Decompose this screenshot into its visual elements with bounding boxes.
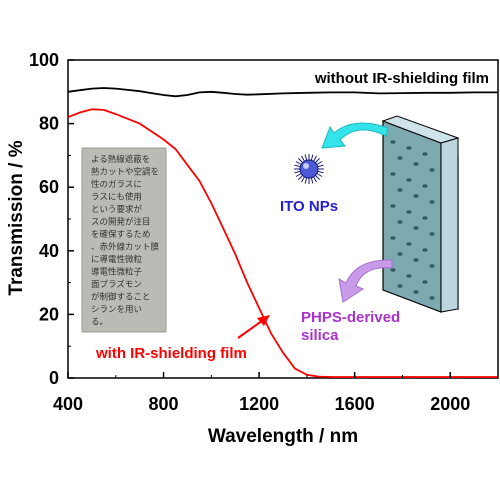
y-tick-label: 20	[39, 304, 59, 324]
ito-nanoparticle-icon	[294, 154, 324, 184]
annotation-with-film: with IR-shielding film	[95, 345, 247, 362]
photo-text-line: 性のガラスに	[91, 179, 142, 190]
violet-arrow-icon	[338, 259, 393, 303]
np-spike	[316, 161, 323, 165]
film-dot	[390, 236, 396, 240]
photo-text-line: 、赤外線カット膜	[91, 242, 160, 253]
x-axis-title: Wavelength / nm	[208, 426, 358, 447]
film-side-edge	[440, 137, 459, 313]
np-spike	[317, 170, 324, 174]
film-dot	[422, 280, 428, 284]
np-spike	[298, 175, 303, 180]
film-dot	[397, 220, 403, 224]
y-axis-title: Transmission / %	[6, 140, 27, 295]
photo-text-line: 熱カットや空調を	[91, 167, 159, 178]
film-dot	[390, 140, 396, 144]
photo-text-line: 面プラズモン	[91, 279, 142, 290]
film-dot	[422, 184, 428, 188]
np-spike	[316, 173, 323, 177]
ir-shielding-film-diagram	[294, 115, 460, 313]
film-dot	[406, 210, 412, 214]
film-dot	[422, 152, 428, 156]
annotation-without-film: without IR-shielding film	[314, 70, 489, 87]
ito-nanoparticle-dots	[390, 140, 435, 300]
cyan-arrow-icon	[321, 122, 389, 149]
photo-text-line: る。	[91, 318, 108, 328]
np-spike	[317, 164, 324, 168]
y-tick-label: 40	[39, 241, 59, 261]
np-spike	[315, 175, 320, 180]
np-spike	[313, 176, 317, 183]
film-dot	[413, 162, 419, 166]
x-tick-label: 2000	[430, 394, 470, 414]
film-dot	[390, 204, 396, 208]
film-dot	[429, 232, 435, 236]
film-dot	[406, 146, 412, 150]
photo-text-line: が制御すること	[91, 292, 151, 303]
film-dot	[390, 268, 396, 272]
np-spike	[304, 154, 308, 161]
np-spike	[295, 173, 302, 177]
series-line-0	[67, 87, 498, 98]
annotation-phps-line1: PHPS-derived	[301, 309, 400, 326]
japanese-document-photo: よる熱線遮蔽を熱カットや空調を性のガラスにラスにも使用という要求がスの開発が注目…	[81, 147, 167, 333]
film-dot	[406, 178, 412, 182]
film-dot	[429, 200, 435, 204]
np-spike	[294, 164, 301, 168]
film-dot	[413, 258, 419, 262]
film-dot	[397, 252, 403, 256]
film-dot	[429, 168, 435, 172]
photo-text-line: という要求が	[91, 204, 143, 215]
film-dot	[422, 248, 428, 252]
film-dot	[429, 296, 435, 300]
photo-text-line: スの開発が注目	[91, 217, 151, 228]
photo-text-line: に導電性微粒	[91, 254, 143, 265]
plot-area: 400 800 1200 1600 2000 0 20 40 60 80 100	[29, 50, 499, 414]
film-dot	[390, 172, 396, 176]
film-dot	[429, 264, 435, 268]
x-tick-label: 800	[149, 394, 179, 414]
y-tick-label: 0	[49, 368, 59, 388]
x-tick-label: 1600	[335, 394, 375, 414]
np-spike	[310, 154, 314, 161]
film-dot	[397, 188, 403, 192]
y-tick-label: 80	[39, 114, 59, 134]
film-dot	[413, 194, 419, 198]
np-spike	[301, 176, 305, 183]
photo-text-line: よる熱線遮蔽を	[91, 154, 150, 165]
film-dot	[413, 290, 419, 294]
photo-text-line: ラスにも使用	[91, 192, 142, 203]
film-dot	[422, 216, 428, 220]
np-spike	[301, 155, 305, 162]
annotation-ito-nps: ITO NPs	[280, 198, 338, 215]
x-tick-label: 1200	[239, 394, 279, 414]
photo-text-line: 導電性微粒子	[91, 267, 143, 278]
np-spike	[313, 155, 317, 162]
photo-text-line: を確保するため	[91, 229, 151, 240]
annotation-phps-line2: silica	[301, 327, 339, 344]
ito-film-layer	[382, 120, 442, 313]
y-tick-label: 100	[29, 50, 59, 70]
red-pointer-arrowhead	[257, 315, 270, 326]
x-tick-label: 400	[53, 394, 83, 414]
film-dot	[413, 226, 419, 230]
np-spike	[294, 170, 301, 174]
np-spike	[310, 177, 314, 184]
np-spike	[315, 158, 320, 163]
film-dot	[397, 156, 403, 160]
film-dot	[406, 242, 412, 246]
np-spike	[304, 177, 308, 184]
film-dot	[397, 284, 403, 288]
film-dot	[406, 274, 412, 278]
series-line-1	[67, 108, 498, 378]
np-spike	[298, 158, 303, 163]
y-tick-label: 60	[39, 177, 59, 197]
np-spike	[295, 161, 302, 165]
photo-text-line: シランを用い	[91, 305, 142, 315]
